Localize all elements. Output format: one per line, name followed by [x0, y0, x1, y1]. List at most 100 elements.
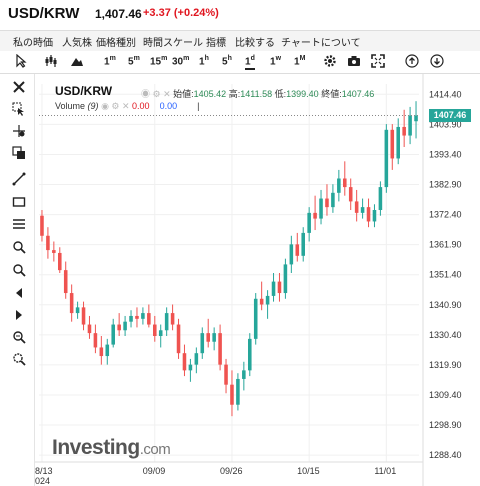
zoom-out-icon[interactable]: [12, 263, 26, 277]
crosshair-magnet-icon[interactable]: [12, 124, 26, 138]
reset-zoom-icon[interactable]: [12, 352, 26, 366]
y-tick-label: 1298.90: [429, 420, 462, 430]
menu-item-watchlist[interactable]: 私の時価: [13, 38, 53, 49]
zoom-fit-icon[interactable]: [12, 330, 26, 344]
select-cursor-icon[interactable]: [12, 102, 26, 116]
candle-body: [123, 321, 127, 331]
timeframe-15m-value: 15: [150, 56, 162, 68]
y-tick-label: 1361.90: [429, 240, 462, 250]
candle-body: [58, 252, 62, 271]
scroll-left-icon[interactable]: [12, 286, 26, 300]
candle-body: [313, 212, 317, 219]
candle-body: [111, 324, 115, 345]
candle-body: [87, 324, 92, 334]
drawing-tools-sidebar: [0, 74, 35, 486]
menu-item-compare[interactable]: 比較する: [235, 38, 275, 49]
candle-body: [259, 298, 264, 305]
candle-body: [141, 313, 145, 319]
close-label: 終値:: [321, 89, 342, 99]
timeframe-1w[interactable]: 1w: [270, 55, 281, 67]
candle-body: [248, 338, 252, 371]
candle-body: [325, 198, 329, 208]
last-price-tag: 1407.46: [429, 109, 471, 122]
y-tick-label: 1288.40: [429, 450, 462, 460]
timeframe-1M[interactable]: 1M: [294, 55, 305, 67]
x-tick-label: 09/26: [220, 466, 243, 476]
chart-toolbar: 1m 5m 15m 30m 1h 5h 1d 1w 1M: [0, 51, 480, 74]
candle-body: [271, 281, 276, 296]
menu-item-popular[interactable]: 人気株: [62, 38, 92, 49]
ohlc-readout: ◉ ⚙ ✕ 始値:1405.42 高:1411.58 低:1399.40 終値:…: [141, 89, 375, 99]
candle-body: [212, 333, 216, 342]
scroll-right-icon[interactable]: [12, 308, 26, 322]
close-icon[interactable]: [12, 80, 26, 94]
horizontal-lines-icon[interactable]: [12, 217, 26, 231]
candle-body: [390, 129, 395, 159]
timeframe-5h-unit: h: [227, 55, 232, 62]
y-tick-label: 1382.90: [429, 180, 462, 190]
cloud-upload-icon[interactable]: [405, 54, 419, 68]
high-value: 1411.58: [240, 89, 273, 99]
timeframe-5m[interactable]: 5m: [128, 55, 140, 67]
timeframe-1h-unit: h: [204, 55, 209, 62]
timeframe-15m[interactable]: 15m: [150, 55, 167, 67]
candles-icon[interactable]: [44, 54, 58, 68]
low-label: 低:: [274, 89, 287, 99]
candle-body: [147, 313, 151, 325]
candle-body: [218, 333, 222, 365]
settings-gear-icon[interactable]: [323, 54, 337, 68]
camera-icon[interactable]: [347, 54, 361, 68]
open-value: 1405.42: [193, 89, 227, 99]
candle-body: [40, 215, 44, 236]
y-tick-label: 1393.40: [429, 149, 462, 159]
menu-item-about-chart[interactable]: チャートについて: [281, 38, 361, 49]
volume-value-a: 0.00: [132, 101, 150, 111]
timeframe-1h[interactable]: 1h: [199, 55, 209, 67]
candle-body: [384, 129, 389, 188]
price-chart[interactable]: 1414.40 1403.90 1393.40 1382.90 1372.40 1361.…: [35, 74, 480, 486]
x-tick-label: 09/09: [143, 466, 166, 476]
mountain-icon[interactable]: [70, 54, 84, 68]
candle-body: [153, 324, 157, 336]
candle-body: [63, 270, 68, 294]
candle-body: [277, 281, 282, 294]
logo-suffix: .com: [139, 441, 171, 458]
trendline-icon[interactable]: [12, 172, 26, 186]
y-tick-label: 1330.40: [429, 330, 462, 340]
timeframe-1d-value: 1: [245, 56, 251, 68]
candle-body: [283, 264, 288, 294]
timeframe-1M-unit: M: [299, 55, 306, 62]
pair-title: USD/KRW: [8, 5, 80, 22]
timeframe-5h-value: 5: [222, 56, 228, 68]
cursor-icon[interactable]: [14, 54, 28, 68]
y-tick-label: 1414.40: [429, 89, 462, 99]
candle-body: [182, 353, 187, 371]
candle-body: [99, 347, 104, 357]
low-value: 1399.40: [286, 89, 319, 99]
x-tick-label: 10/15: [297, 466, 320, 476]
timeframe-1d[interactable]: 1d: [245, 55, 255, 71]
candle-body: [295, 244, 300, 256]
timeframe-1m[interactable]: 1m: [104, 55, 116, 67]
candle-body: [414, 115, 418, 122]
timeframe-5h[interactable]: 5h: [222, 55, 232, 67]
open-label: 始値:: [173, 89, 194, 99]
rectangle-icon[interactable]: [12, 195, 26, 209]
candle-body: [135, 315, 139, 319]
quote-header: USD/KRW 1,407.46 +3.37 (+0.24%): [0, 0, 480, 30]
cloud-download-icon[interactable]: [430, 54, 444, 68]
candle-body: [378, 187, 383, 210]
fullscreen-icon[interactable]: [371, 54, 385, 68]
y-tick-label: 1403.90: [429, 119, 462, 129]
copy-icon[interactable]: [12, 146, 26, 160]
menu-item-indicators[interactable]: 指標: [206, 38, 226, 49]
menu-item-time-scale[interactable]: 時間スケール: [143, 38, 203, 49]
last-price: 1,407.46: [95, 7, 142, 21]
timeframe-1d-unit: d: [250, 55, 255, 62]
price-change: +3.37 (+0.24%): [143, 7, 219, 19]
timeframe-5m-unit: m: [133, 55, 140, 62]
high-label: 高:: [228, 89, 241, 99]
menu-item-price-type[interactable]: 価格種別: [96, 38, 136, 49]
timeframe-30m[interactable]: 30m: [172, 55, 189, 67]
zoom-in-icon[interactable]: [12, 240, 26, 254]
